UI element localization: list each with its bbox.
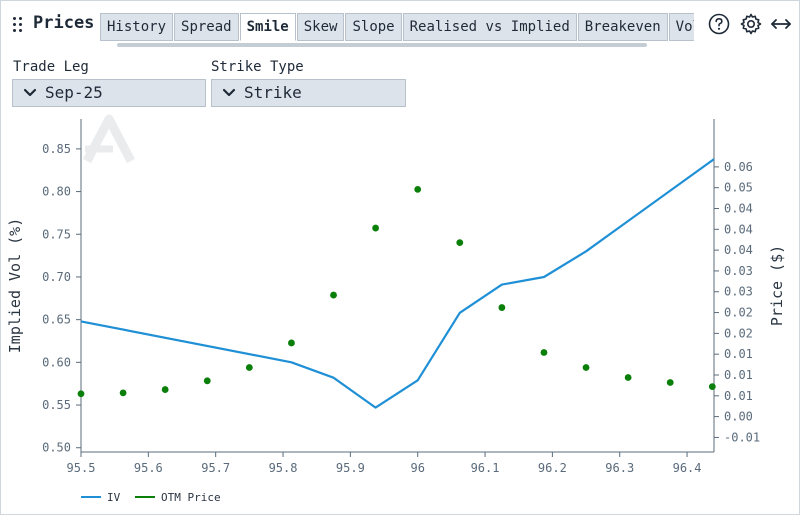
- y2-tick-label: 0.02: [724, 306, 753, 320]
- tab-volatility[interactable]: Volatility: [668, 13, 694, 41]
- tab-slope[interactable]: Slope: [345, 13, 402, 41]
- x-tick-label: 95.7: [201, 461, 230, 475]
- trade-leg-select[interactable]: Sep-25: [12, 79, 206, 107]
- panel-header: Prices History Spread Smile Skew Slope Realis…: [1, 1, 800, 49]
- iv-series-line: [80, 158, 715, 409]
- strike-type-value: Strike: [244, 83, 302, 102]
- chevron-down-icon: [222, 88, 236, 97]
- tab-scrollbar-thumb[interactable]: [117, 43, 647, 47]
- y-tick-label: 0.85: [42, 142, 71, 156]
- x-tick-label: 95.5: [67, 461, 96, 475]
- y2-tick-label: 0.03: [724, 285, 753, 299]
- chart-marks: [77, 158, 716, 409]
- y-axis-title: Implied Vol (%): [6, 218, 24, 353]
- chart-labels: 95.5 95.6 95.7 95.8 95.9 96 96.1 96.2 96.3 96.4 0.…: [6, 142, 786, 504]
- tab-smile[interactable]: Smile: [239, 13, 296, 41]
- chevron-down-icon: [23, 88, 37, 97]
- otm-price-point: [582, 364, 590, 371]
- y-tick-label: 0.60: [42, 355, 71, 369]
- y2-tick-label: 0.04: [724, 222, 753, 236]
- tab-history[interactable]: History: [100, 13, 174, 41]
- otm-price-point: [288, 339, 295, 347]
- x-tick-label: 95.8: [269, 461, 298, 475]
- drag-handle-icon[interactable]: [13, 17, 25, 33]
- y2-tick-label: 0.02: [724, 326, 753, 340]
- otm-price-point: [414, 185, 422, 193]
- smile-chart: 95.5 95.6 95.7 95.8 95.9 96 96.1 96.2 96.3 96.4 0.…: [6, 114, 786, 504]
- y2-tick-label: 0.04: [724, 201, 753, 215]
- otm-price-point: [161, 386, 169, 393]
- strike-type-label: Strike Type: [211, 59, 304, 75]
- legend-otm-label: OTM Price: [161, 491, 221, 504]
- otm-price-point: [708, 383, 716, 391]
- trade-leg-value: Sep-25: [45, 83, 103, 102]
- tab-scrollbar[interactable]: [117, 42, 693, 48]
- x-tick-label: 96: [410, 461, 424, 475]
- tab-realised-vs-implied[interactable]: Realised vs Implied: [402, 13, 577, 41]
- y2-tick-label: 0.06: [724, 160, 753, 174]
- tab-spread[interactable]: Spread: [174, 13, 239, 41]
- otm-price-point: [330, 291, 337, 299]
- tab-bar: History Spread Smile Skew Slope Realised vs I…: [100, 13, 694, 41]
- y2-tick-label: 0.01: [724, 389, 753, 403]
- x-tick-label: 96.2: [538, 461, 567, 475]
- y2-tick-label: 0.05: [724, 181, 753, 195]
- x-tick-label: 95.9: [336, 461, 365, 475]
- tab-skew[interactable]: Skew: [296, 13, 345, 41]
- y-tick-label: 0.50: [42, 441, 71, 455]
- x-tick-label: 96.1: [471, 461, 500, 475]
- x-tick-label: 96.3: [605, 461, 634, 475]
- otm-price-point: [203, 377, 211, 385]
- y2-axis-title: Price ($): [768, 245, 786, 326]
- x-tick-label: 95.6: [134, 461, 163, 475]
- y-tick-label: 0.75: [42, 227, 71, 241]
- legend-iv-label: IV: [107, 491, 121, 504]
- otm-price-point: [540, 349, 548, 356]
- gear-icon[interactable]: [739, 12, 763, 36]
- panel-title: Prices: [33, 13, 95, 33]
- x-tick-label: 96.4: [673, 461, 702, 475]
- otm-price-point: [119, 389, 127, 397]
- otm-price-point: [666, 379, 674, 386]
- strike-type-select[interactable]: Strike: [211, 79, 406, 107]
- y2-tick-label: 0.01: [724, 347, 753, 361]
- y2-tick-label: 0.00: [724, 410, 753, 424]
- y-tick-label: 0.80: [42, 185, 71, 199]
- y2-tick-label: 0.01: [724, 368, 753, 382]
- chart-axes: [76, 119, 719, 457]
- tab-breakeven[interactable]: Breakeven: [577, 13, 668, 41]
- y2-tick-label: 0.04: [724, 243, 753, 257]
- otm-price-point: [498, 304, 506, 311]
- otm-price-point: [624, 374, 632, 381]
- otm-price-point: [77, 390, 85, 398]
- y-tick-label: 0.70: [42, 270, 71, 284]
- y2-tick-label: -0.01: [724, 430, 760, 444]
- otm-price-point: [456, 239, 464, 247]
- expand-horizontal-icon[interactable]: [769, 12, 793, 36]
- otm-price-point: [245, 364, 253, 371]
- otm-price-point: [372, 224, 380, 232]
- trade-leg-label: Trade Leg: [13, 59, 89, 75]
- help-icon[interactable]: [707, 12, 731, 36]
- chart-watermark-logo: [83, 114, 135, 164]
- y-tick-label: 0.55: [42, 398, 71, 412]
- y-tick-label: 0.65: [42, 313, 71, 327]
- y2-tick-label: 0.03: [724, 264, 753, 278]
